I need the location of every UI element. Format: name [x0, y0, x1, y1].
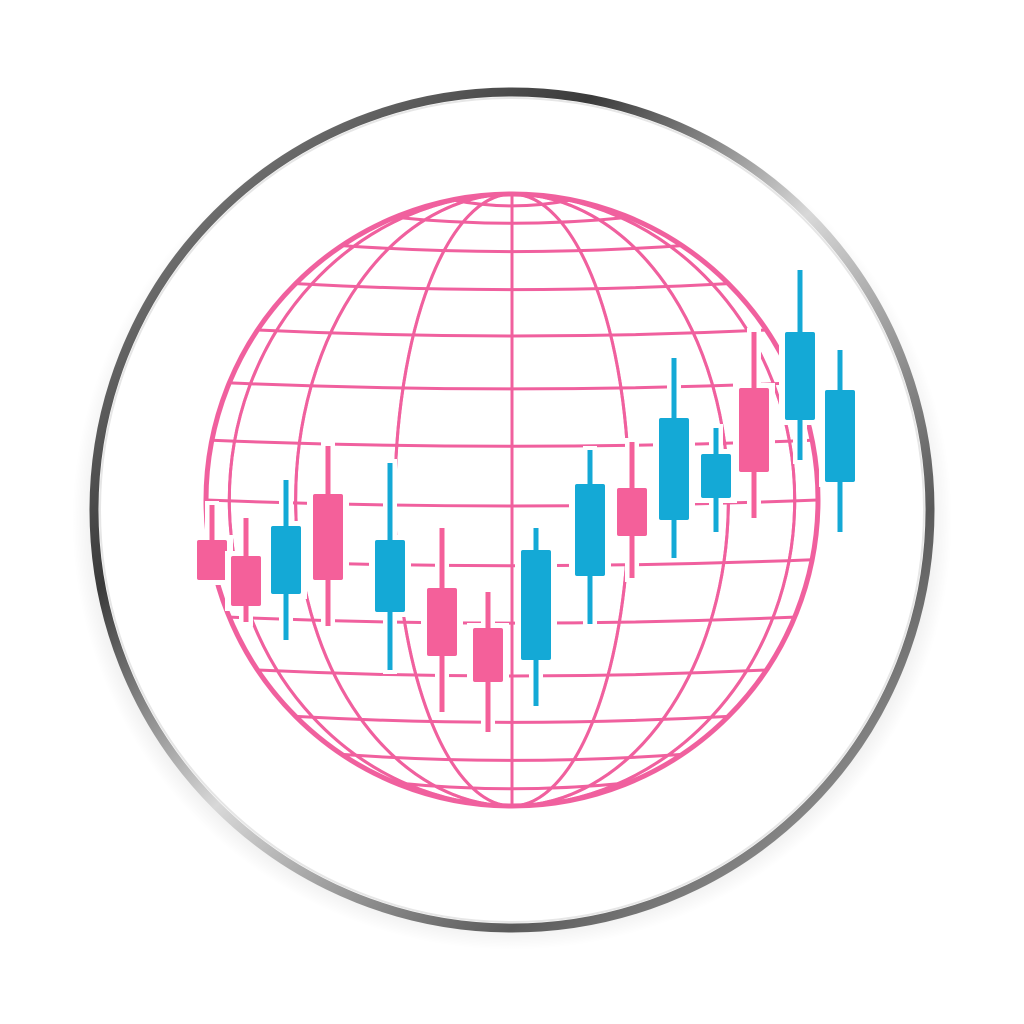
parallel — [229, 615, 795, 625]
parallel — [295, 282, 729, 292]
candlesticks — [191, 266, 861, 736]
candle-body — [701, 454, 731, 498]
parallel — [257, 328, 767, 338]
parallel — [452, 198, 572, 208]
parallel — [341, 752, 683, 762]
parallel — [211, 438, 813, 448]
parallel — [229, 381, 795, 391]
globe-outline — [203, 191, 821, 809]
candle-body — [375, 540, 405, 612]
candle-body — [313, 494, 343, 580]
badge-inner-rim — [99, 97, 925, 923]
candle-body — [785, 332, 815, 420]
candle-body — [659, 418, 689, 520]
parallel — [341, 244, 683, 254]
candle-body — [825, 390, 855, 482]
candle-body — [739, 388, 769, 472]
candle-body — [521, 550, 551, 660]
candle-body — [575, 484, 605, 576]
parallel — [394, 781, 630, 791]
candle-body — [231, 556, 261, 606]
parallel — [394, 215, 630, 225]
candle-body — [617, 488, 647, 536]
candle-body — [271, 526, 301, 594]
parallel — [257, 668, 767, 678]
candle-body — [427, 588, 457, 656]
candle-body — [197, 540, 227, 580]
parallel — [295, 714, 729, 724]
candle-body — [473, 628, 503, 682]
